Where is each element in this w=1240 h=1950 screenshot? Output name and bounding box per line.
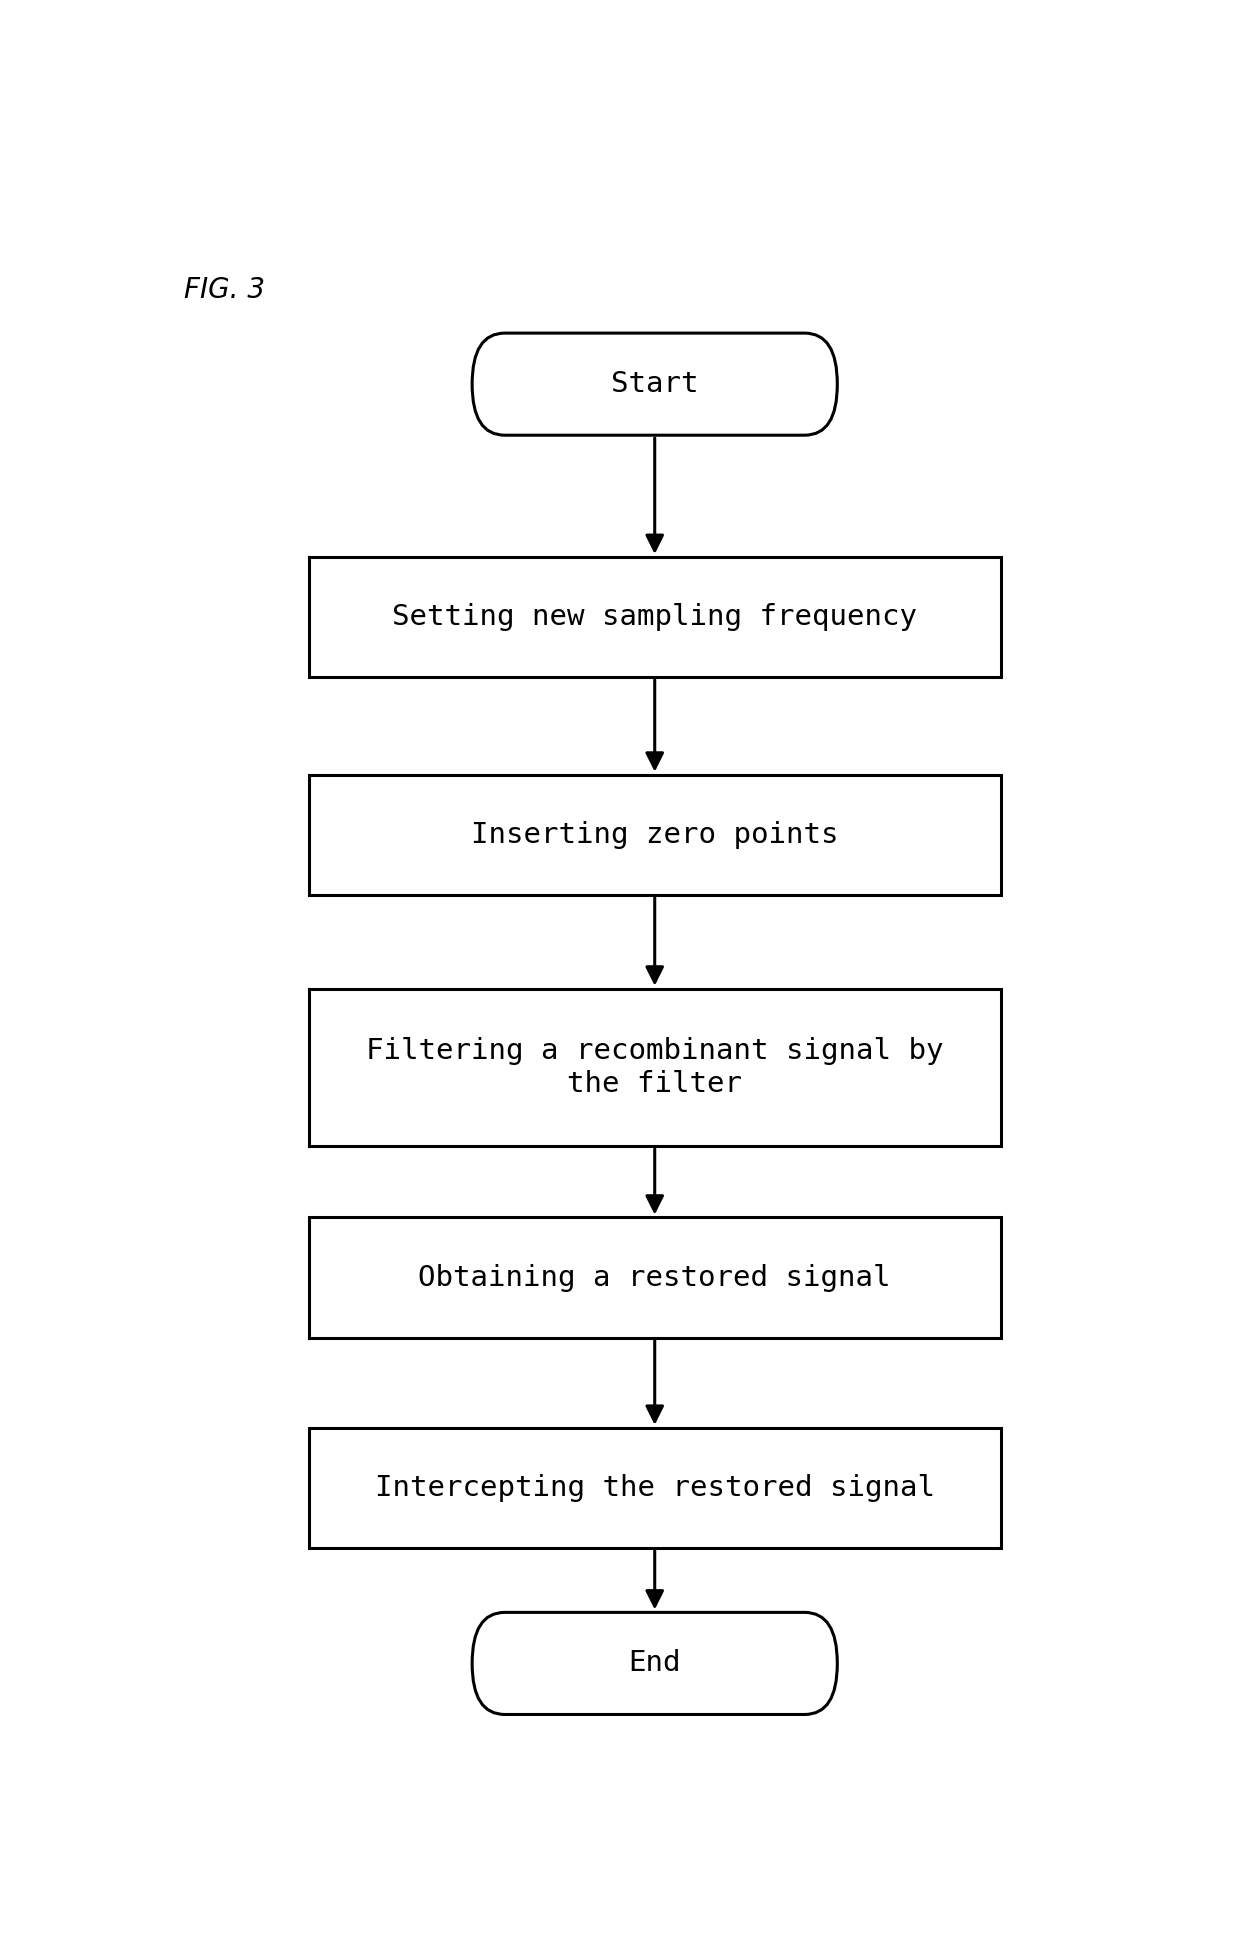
Text: Start: Start (611, 370, 698, 398)
FancyBboxPatch shape (309, 1427, 1001, 1548)
FancyBboxPatch shape (309, 558, 1001, 677)
Text: Inserting zero points: Inserting zero points (471, 821, 838, 848)
Text: FIG. 3: FIG. 3 (184, 277, 265, 304)
FancyBboxPatch shape (309, 1217, 1001, 1338)
FancyBboxPatch shape (472, 333, 837, 435)
Text: Obtaining a restored signal: Obtaining a restored signal (418, 1264, 892, 1291)
Text: End: End (629, 1650, 681, 1677)
Text: Filtering a recombinant signal by
the filter: Filtering a recombinant signal by the fi… (366, 1037, 944, 1098)
Text: Setting new sampling frequency: Setting new sampling frequency (392, 603, 918, 632)
FancyBboxPatch shape (309, 774, 1001, 895)
Text: Intercepting the restored signal: Intercepting the restored signal (374, 1474, 935, 1502)
FancyBboxPatch shape (309, 989, 1001, 1147)
FancyBboxPatch shape (472, 1613, 837, 1714)
